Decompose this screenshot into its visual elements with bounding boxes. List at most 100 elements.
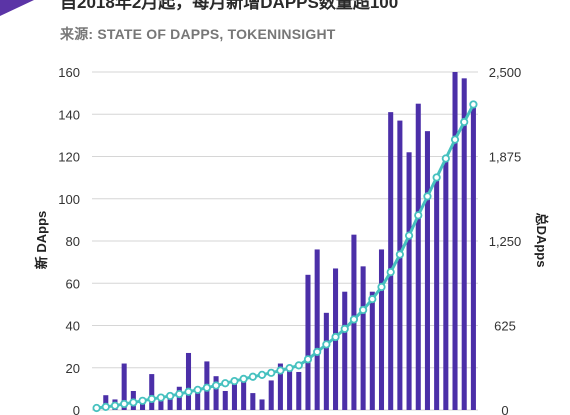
line-point bbox=[377, 282, 386, 292]
bar bbox=[378, 249, 385, 410]
line-point bbox=[211, 381, 221, 390]
line-series bbox=[92, 100, 478, 413]
chart-title: 自2018年2月起，每月新增DAPPS数量超100 bbox=[60, 0, 399, 12]
bar bbox=[149, 374, 155, 410]
left-tick-label: 0 bbox=[73, 403, 80, 415]
line-point bbox=[460, 117, 469, 127]
right-tick-label: 1,875 bbox=[489, 150, 522, 165]
line-point bbox=[202, 383, 211, 392]
bar bbox=[397, 120, 403, 411]
line-point bbox=[340, 324, 349, 333]
right-tick-label: 2,500 bbox=[489, 65, 522, 80]
right-tick-label: 0 bbox=[501, 403, 508, 415]
bar bbox=[388, 112, 394, 410]
bar bbox=[305, 274, 311, 410]
bar bbox=[213, 376, 219, 410]
bar bbox=[470, 103, 476, 410]
bar bbox=[443, 156, 449, 410]
left-tick-label: 20 bbox=[66, 361, 80, 376]
bar bbox=[406, 152, 412, 410]
line-point bbox=[450, 135, 460, 144]
bar bbox=[158, 397, 164, 410]
line-point bbox=[441, 154, 450, 163]
right-tick-label: 1,250 bbox=[489, 234, 522, 249]
bar bbox=[250, 393, 256, 410]
line-point bbox=[395, 250, 404, 259]
bar bbox=[434, 177, 440, 410]
accent-triangle bbox=[0, 0, 34, 16]
line-point bbox=[276, 366, 285, 375]
line-point bbox=[193, 385, 202, 394]
line-point bbox=[469, 100, 478, 109]
line-point bbox=[404, 231, 414, 240]
line-point bbox=[110, 401, 120, 410]
bar bbox=[323, 312, 329, 410]
line-point bbox=[147, 394, 156, 404]
line-point bbox=[92, 403, 101, 413]
line-point bbox=[349, 315, 359, 324]
line-point bbox=[257, 370, 267, 379]
chart-title-wrap: 自2018年2月起，每月新增DAPPS数量超100 bbox=[0, 0, 570, 12]
bar bbox=[296, 371, 302, 410]
line-point bbox=[138, 396, 147, 405]
line-point bbox=[331, 332, 340, 342]
bar bbox=[452, 72, 458, 410]
chart-source: 来源: STATE OF DAPPS, TOKENINSIGHT bbox=[60, 26, 336, 42]
bar bbox=[185, 352, 192, 410]
left-tick-label: 120 bbox=[58, 150, 80, 165]
bar bbox=[103, 395, 109, 410]
line-point bbox=[359, 305, 368, 315]
line-point bbox=[423, 192, 432, 201]
line-point bbox=[294, 361, 303, 370]
line-point bbox=[156, 393, 166, 402]
left-axis-label: 新 DApps bbox=[34, 211, 49, 270]
line-point bbox=[120, 399, 129, 409]
line-point bbox=[368, 295, 377, 304]
bar bbox=[241, 378, 247, 410]
bar bbox=[222, 390, 228, 410]
line-point bbox=[230, 376, 239, 386]
bar bbox=[342, 291, 348, 410]
line-point bbox=[432, 173, 441, 182]
bar bbox=[360, 266, 366, 410]
left-tick-label: 80 bbox=[66, 234, 80, 249]
line-point bbox=[129, 398, 138, 407]
left-tick-label: 140 bbox=[58, 107, 80, 122]
bar bbox=[415, 103, 421, 410]
bar bbox=[369, 291, 375, 410]
left-tick-label: 160 bbox=[58, 65, 80, 80]
bar bbox=[259, 399, 265, 410]
line-point bbox=[101, 402, 110, 411]
bar bbox=[231, 378, 237, 410]
line-point bbox=[313, 347, 322, 356]
line-point bbox=[414, 211, 423, 220]
right-axis-label: 总DApps bbox=[534, 213, 549, 268]
line-point bbox=[248, 372, 257, 381]
bar bbox=[167, 397, 173, 410]
line-point bbox=[267, 368, 276, 377]
left-tick-label: 40 bbox=[66, 319, 80, 334]
left-axis-ticks: 0 20 40 60 80 100 120 140 160 bbox=[58, 65, 80, 415]
bar bbox=[176, 386, 182, 410]
line-point bbox=[175, 389, 184, 399]
bar bbox=[314, 249, 320, 410]
left-tick-label: 100 bbox=[58, 192, 80, 207]
bar bbox=[277, 363, 283, 410]
bar bbox=[121, 363, 127, 410]
bar bbox=[268, 380, 274, 410]
line-point bbox=[166, 391, 175, 401]
line-point bbox=[386, 267, 395, 277]
bar bbox=[195, 393, 201, 410]
grid-lines bbox=[92, 71, 478, 411]
line-point bbox=[322, 340, 331, 349]
line-point bbox=[285, 363, 294, 373]
bar bbox=[287, 367, 293, 410]
line-point bbox=[184, 387, 193, 396]
left-tick-label: 60 bbox=[66, 276, 80, 291]
line-point bbox=[303, 355, 313, 364]
right-axis-ticks: 0 625 1,250 1,875 2,500 bbox=[489, 65, 522, 415]
bar bbox=[461, 78, 467, 411]
right-tick-label: 625 bbox=[494, 319, 516, 334]
bar bbox=[424, 131, 430, 410]
